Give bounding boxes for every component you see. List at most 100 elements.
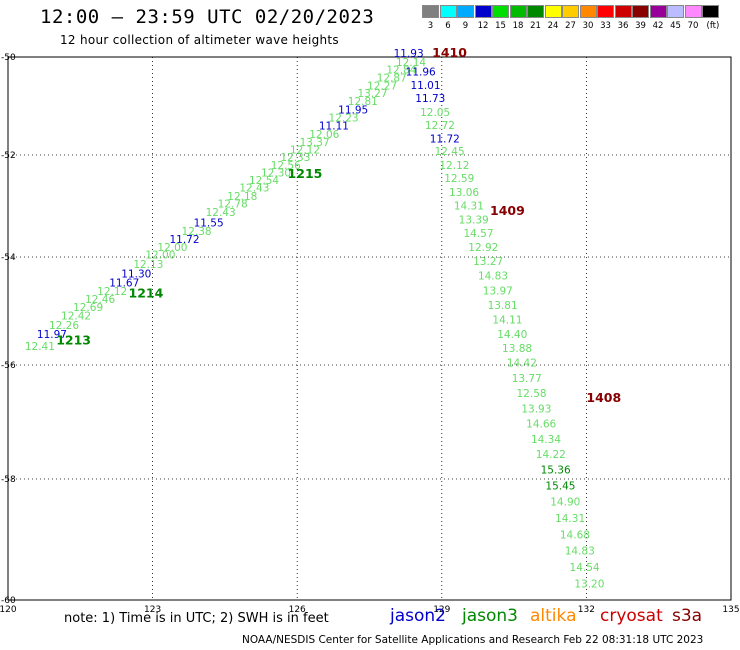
wave-height-obs-descending: 13.06 (449, 187, 479, 199)
scale-swatch (684, 5, 702, 18)
track-time-label: 1215 (288, 166, 323, 181)
wave-height-obs-ascending: 12.30 (261, 167, 291, 179)
wave-height-obs-descending: 13.93 (521, 403, 551, 415)
wave-height-obs-ascending: 12.78 (218, 199, 248, 211)
scale-swatch (614, 5, 632, 18)
scale-label: 3 (427, 21, 434, 31)
scale-swatch (492, 5, 509, 18)
wave-height-obs-ascending: 12.14 (396, 57, 426, 69)
wave-height-obs-descending: 12.05 (420, 107, 450, 119)
wave-height-obs-descending: 13.39 (459, 214, 489, 226)
scale-label: 12 (477, 21, 489, 31)
wave-height-obs-descending: 14.83 (478, 271, 508, 283)
wave-height-obs-descending: 11.96 (406, 67, 436, 79)
chart-subtitle: 12 hour collection of altimeter wave hei… (60, 33, 339, 47)
scale-label: 15 (495, 21, 506, 31)
wave-height-obs-descending: 14.31 (454, 201, 484, 213)
wave-height-obs-ascending: 12.54 (249, 175, 279, 187)
y-tick-label: -58 (1, 475, 16, 485)
wave-height-obs-ascending: 12.69 (73, 302, 103, 314)
scale-swatch (544, 5, 562, 18)
map-frame (7, 56, 732, 601)
wave-height-obs-descending: 14.40 (497, 329, 527, 341)
wave-height-obs-descending: 12.59 (444, 173, 474, 185)
scale-swatch (422, 5, 439, 18)
y-tick-label: -60 (1, 596, 16, 606)
wave-height-obs-descending: 14.54 (570, 562, 600, 574)
wave-height-obs-descending: 13.88 (502, 343, 532, 355)
scale-label: 39 (635, 21, 646, 31)
wave-height-obs-ascending: 13.27 (357, 88, 387, 100)
wave-height-obs-ascending: 12.56 (271, 160, 301, 172)
wave-height-obs-descending: 11.72 (430, 133, 460, 145)
wave-height-obs-descending: 15.36 (541, 464, 571, 476)
wave-height-obs-descending: 12.12 (439, 160, 469, 172)
wave-height-obs-ascending: 12.26 (49, 320, 79, 332)
wave-height-obs-ascending: 12.33 (280, 152, 310, 164)
scale-swatch (702, 5, 719, 18)
wave-height-obs-ascending: 12.41 (25, 341, 55, 353)
wave-height-obs-ascending: 11.67 (109, 278, 139, 290)
legend-item-cryosat: cryosat (600, 606, 663, 626)
x-tick-label: 129 (433, 605, 450, 615)
y-tick-label: -50 (1, 53, 16, 63)
wave-height-obs-descending: 11.73 (415, 93, 445, 105)
note-text: note: 1) Time is in UTC; 2) SWH is in fe… (64, 611, 329, 626)
scale-label: 70 (687, 21, 699, 31)
scale-label: 18 (512, 21, 524, 31)
x-tick-label: 123 (144, 605, 161, 615)
scale-swatch (597, 5, 614, 18)
y-tick-label: -52 (1, 151, 16, 161)
wave-height-obs-ascending: 11.95 (338, 104, 368, 116)
wave-height-obs-descending: 14.66 (526, 419, 556, 431)
wave-height-obs-descending: 14.11 (492, 314, 522, 326)
legend-item-s3a: s3a (672, 606, 703, 626)
chart-title: 12:00 – 23:59 UTC 02/20/2023 (40, 6, 375, 28)
scale-swatch (579, 5, 597, 18)
wave-height-obs-ascending: 12.46 (85, 294, 115, 306)
wave-height-obs-descending: 14.42 (507, 358, 537, 370)
wave-height-obs-descending: 14.83 (565, 546, 595, 558)
scale-swatch (667, 5, 684, 18)
wave-height-obs-ascending: 12.42 (61, 311, 91, 323)
scale-label: 45 (670, 21, 681, 31)
track-time-label: 1408 (586, 390, 621, 405)
wave-height-obs-ascending: 11.72 (169, 234, 199, 246)
wave-height-obs-ascending: 12.23 (329, 113, 359, 125)
scale-swatch (562, 5, 579, 18)
legend-item-altika: altika (530, 606, 577, 626)
wave-height-obs-ascending: 11.11 (319, 121, 349, 133)
legend-item-jason2: jason2 (390, 606, 446, 626)
scale-label: 21 (530, 21, 541, 31)
wave-height-obs-descending: 14.22 (536, 449, 566, 461)
wave-height-obs-descending: 13.20 (574, 578, 604, 590)
wave-height-obs-descending: 14.34 (531, 434, 561, 446)
scale-swatch (649, 5, 667, 18)
wave-height-obs-ascending: 12.84 (386, 65, 416, 77)
wave-height-obs-descending: 13.81 (488, 300, 518, 312)
wave-height-obs-ascending: 12.00 (157, 242, 187, 254)
scale-swatch (527, 5, 544, 18)
scale-label: 36 (617, 21, 629, 31)
wave-height-obs-ascending: 12.81 (348, 96, 378, 108)
wave-height-obs-ascending: 11.97 (37, 329, 67, 341)
legend-item-jason3: jason3 (462, 606, 518, 626)
wave-height-obs-ascending: 13.37 (300, 137, 330, 149)
track-time-label: 1213 (56, 332, 91, 347)
wave-height-obs-ascending: 12.00 (145, 250, 175, 262)
wave-height-obs-ascending: 12.87 (377, 73, 407, 85)
wave-height-obs-descending: 13.97 (483, 285, 513, 297)
y-tick-label: -54 (1, 253, 16, 263)
wave-height-obs-ascending: 11.30 (121, 269, 151, 281)
scale-label: 33 (600, 21, 611, 31)
wave-height-obs-ascending: 12.18 (227, 191, 257, 203)
scale-unit: (ft) (706, 21, 720, 31)
scale-label: 30 (582, 21, 594, 31)
wave-height-obs-ascending: 11.93 (394, 48, 424, 60)
scale-label: 24 (547, 21, 559, 31)
scale-label: 9 (462, 21, 469, 31)
x-tick-label: 120 (0, 605, 17, 615)
wave-height-obs-descending: 13.27 (473, 256, 503, 268)
wave-height-obs-ascending: 12.12 (290, 145, 320, 157)
